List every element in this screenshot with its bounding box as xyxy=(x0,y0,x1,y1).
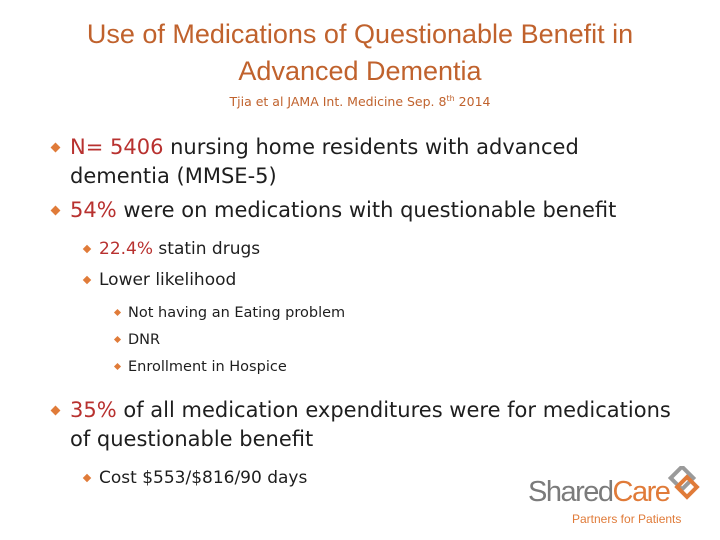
bullet-text: were on medications with questionable be… xyxy=(116,198,617,222)
citation-year: 2014 xyxy=(454,94,491,110)
bullet-marker xyxy=(113,335,122,344)
bullet-text: Cost $553/$816/90 days xyxy=(99,468,308,488)
bullet-list: N= 5406 nursing home residents with adva… xyxy=(0,128,680,489)
bullet-text: statin drugs xyxy=(153,239,261,259)
bullet-marker xyxy=(50,142,61,153)
bullet-text: Lower likelihood xyxy=(99,270,237,290)
bullet-text: of all medication expenditures were for … xyxy=(70,398,671,451)
bullet-text: DNR xyxy=(128,332,161,348)
logo-name-2: Care xyxy=(612,476,671,508)
bullet-text: Enrollment in Hospice xyxy=(128,359,287,375)
bullet-item: N= 5406 nursing home residents with adva… xyxy=(0,133,680,191)
citation: Tjia et al JAMA Int. Medicine Sep. 8th 2… xyxy=(0,94,720,109)
bullet-marker xyxy=(113,308,122,317)
logo-icon xyxy=(667,466,700,500)
slide-title: Use of Medications of Questionable Benef… xyxy=(86,19,634,86)
bullet-marker xyxy=(82,275,92,285)
bullet-item: Cost $553/$816/90 days xyxy=(0,467,680,489)
bullet-marker xyxy=(82,244,92,254)
citation-sup: th xyxy=(446,94,455,103)
bullet-text: Not having an Eating problem xyxy=(128,305,346,321)
bullet-text: 22.4% xyxy=(99,239,154,259)
bullet-marker xyxy=(50,405,61,416)
bullet-item: DNR xyxy=(0,331,680,349)
bullet-item: Enrollment in Hospice xyxy=(0,358,680,376)
bullet-item: Not having an Eating problem xyxy=(0,304,680,322)
bullet-item: Lower likelihood xyxy=(0,269,680,291)
logo: SharedCare Partners for Patients xyxy=(528,466,708,532)
bullet-marker xyxy=(113,362,122,371)
bullet-text: nursing home residents with advanced dem… xyxy=(70,135,579,188)
bullet-text: 35% xyxy=(70,398,117,422)
logo-name: SharedCare xyxy=(528,476,671,509)
citation-text: Tjia et al JAMA Int. Medicine Sep. 8 xyxy=(229,94,447,110)
bullet-item: 54% were on medications with questionabl… xyxy=(0,196,680,225)
logo-tagline: Partners for Patients xyxy=(572,512,682,526)
bullet-item: 35% of all medication expenditures were … xyxy=(0,396,680,454)
bullet-item: 22.4% statin drugs xyxy=(0,238,680,260)
bullet-marker xyxy=(50,205,61,216)
bullet-marker xyxy=(82,473,92,483)
logo-name-1: Shared xyxy=(528,476,614,508)
bullet-text: 54% xyxy=(70,198,117,222)
bullet-text: N= 5406 xyxy=(70,135,164,159)
